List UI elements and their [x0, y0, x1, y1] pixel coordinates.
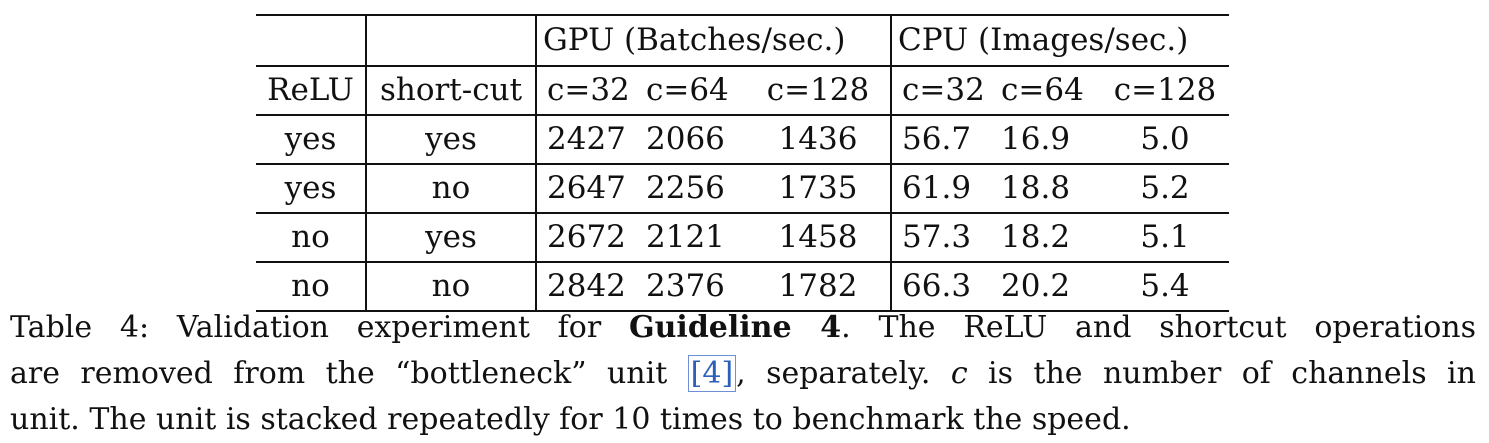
gpu-c32-cell: 2647	[535, 163, 636, 213]
gpu-c64-cell: 2066	[636, 114, 746, 164]
gpu-c128-cell: 1458	[746, 212, 892, 262]
gpu-c32-cell: 2427	[535, 114, 636, 164]
cpu-c32-cell: 66.3	[890, 261, 992, 312]
caption-label: Table 4: Validation experiment for	[10, 310, 602, 345]
caption-variable: c	[950, 356, 968, 391]
caption-guideline-bold: Guideline 4	[628, 310, 842, 345]
relu-cell: no	[256, 261, 366, 312]
shortcut-cell: no	[365, 163, 536, 213]
gpu-c128-header: c=128	[746, 65, 892, 115]
cpu-c32-cell: 56.7	[890, 114, 992, 164]
cpu-group-header: CPU (Images/sec.)	[890, 14, 1230, 66]
group-header-row: GPU (Batches/sec.) CPU (Images/sec.)	[256, 14, 1230, 66]
caption-text: are removed from the “bottleneck” unit	[10, 356, 668, 391]
cpu-c64-header: c=64	[991, 65, 1102, 115]
cpu-c64-cell: 16.9	[991, 114, 1102, 164]
cpu-c64-cell: 18.8	[991, 163, 1102, 213]
shortcut-cell: no	[365, 261, 536, 312]
cpu-c64-cell: 18.2	[991, 212, 1102, 262]
gpu-c32-cell: 2672	[535, 212, 636, 262]
cpu-c32-cell: 61.9	[890, 163, 992, 213]
table-caption: Table 4: Validation experiment for Guide…	[10, 305, 1476, 443]
column-header-row: ReLU short-cut c=32 c=64 c=128 c=32 c=64…	[256, 65, 1230, 115]
table-row: yes yes 2427 2066 1436 56.7 16.9 5.0	[256, 114, 1230, 164]
caption-text: . The ReLU and shortcut operations	[841, 310, 1477, 345]
relu-column-header: ReLU	[256, 65, 366, 115]
gpu-c64-cell: 2376	[636, 261, 746, 312]
gpu-c64-cell: 2121	[636, 212, 746, 262]
relu-cell: no	[256, 212, 366, 262]
cpu-c128-cell: 5.2	[1101, 163, 1230, 213]
empty-header-cell	[256, 14, 366, 66]
caption-line-1: Table 4: Validation experiment for Guide…	[10, 305, 1476, 351]
table-row: no yes 2672 2121 1458 57.3 18.2 5.1	[256, 212, 1230, 262]
citation-link[interactable]: [4]	[687, 355, 737, 392]
caption-line-2: are removed from the “bottleneck” unit […	[10, 351, 1476, 397]
shortcut-cell: yes	[365, 212, 536, 262]
cpu-c32-cell: 57.3	[890, 212, 992, 262]
shortcut-column-header: short-cut	[365, 65, 536, 115]
cpu-c128-cell: 5.0	[1101, 114, 1230, 164]
gpu-group-header: GPU (Batches/sec.)	[534, 14, 892, 66]
caption-text: is the number of channels in	[988, 356, 1476, 391]
gpu-c128-cell: 1436	[746, 114, 892, 164]
cpu-c128-cell: 5.4	[1101, 261, 1230, 312]
table-row: yes no 2647 2256 1735 61.9 18.8 5.2	[256, 163, 1230, 213]
table-row: no no 2842 2376 1782 66.3 20.2 5.4	[256, 261, 1230, 312]
gpu-c64-header: c=64	[636, 65, 746, 115]
gpu-c128-cell: 1735	[746, 163, 892, 213]
cpu-c64-cell: 20.2	[991, 261, 1102, 312]
gpu-c32-cell: 2842	[535, 261, 636, 312]
shortcut-cell: yes	[365, 114, 536, 164]
empty-header-cell	[365, 14, 536, 66]
results-table: GPU (Batches/sec.) CPU (Images/sec.) ReL…	[256, 14, 1230, 312]
relu-cell: yes	[256, 163, 366, 213]
cpu-c32-header: c=32	[890, 65, 992, 115]
cpu-c128-cell: 5.1	[1101, 212, 1230, 262]
gpu-c128-cell: 1782	[746, 261, 892, 312]
cpu-c128-header: c=128	[1101, 65, 1230, 115]
caption-text: , separately.	[736, 356, 931, 391]
caption-line-3: unit. The unit is stacked repeatedly for…	[10, 402, 1131, 437]
results-table-container: GPU (Batches/sec.) CPU (Images/sec.) ReL…	[256, 14, 1230, 312]
relu-cell: yes	[256, 114, 366, 164]
gpu-c32-header: c=32	[535, 65, 636, 115]
gpu-c64-cell: 2256	[636, 163, 746, 213]
